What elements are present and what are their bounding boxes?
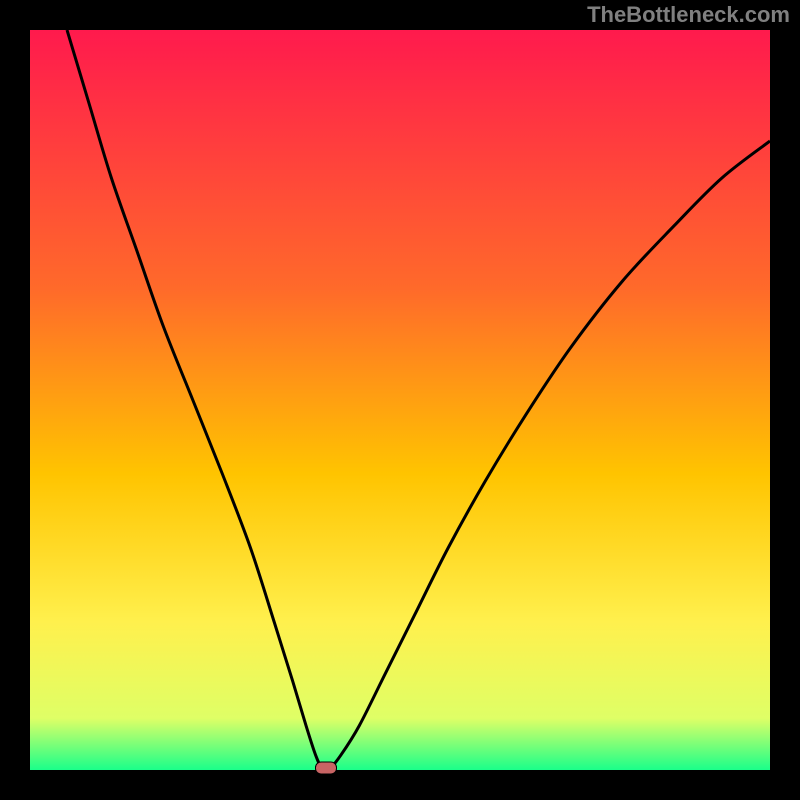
bottleneck-curve <box>67 30 770 770</box>
curve-svg <box>30 30 770 770</box>
watermark-text: TheBottleneck.com <box>587 2 790 28</box>
plot-area <box>30 30 770 770</box>
chart-frame: TheBottleneck.com <box>0 0 800 800</box>
minimum-marker <box>315 761 337 774</box>
